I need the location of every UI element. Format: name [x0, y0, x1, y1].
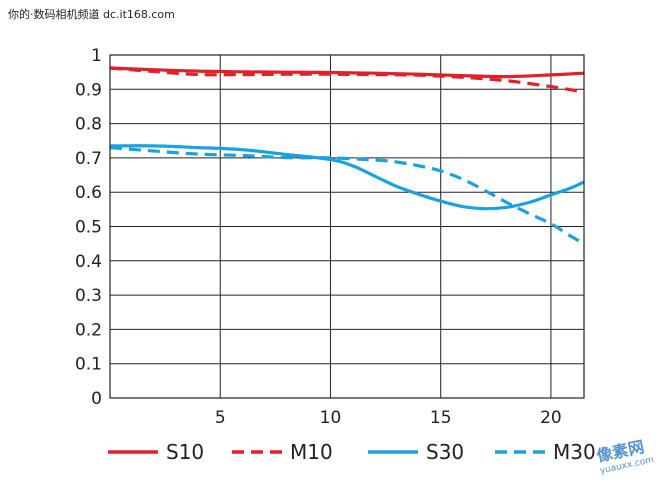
- legend-label-m10: M10: [290, 440, 333, 464]
- y-tick-label: 0.1: [75, 355, 102, 375]
- y-tick-label: 1: [91, 46, 102, 66]
- series-line-m30: [109, 146, 585, 246]
- site-header: 你的·数码相机频道 dc.it168.com: [8, 8, 175, 21]
- series-line-s30: [109, 144, 585, 211]
- series-line-s10: [109, 66, 585, 79]
- y-tick-label: 0.9: [75, 80, 102, 100]
- y-tick-label: 0.2: [75, 320, 102, 340]
- legend-label-s30: S30: [426, 440, 464, 464]
- y-tick-label: 0.5: [75, 218, 102, 238]
- series-lines: [109, 66, 585, 246]
- y-tick-label: 0.6: [75, 183, 102, 203]
- series-line-m10: [109, 66, 585, 94]
- x-tick-label: 20: [540, 408, 562, 428]
- y-tick-label: 0.4: [75, 252, 102, 272]
- y-tick-label: 0.8: [75, 115, 102, 135]
- y-tick-label: 0.3: [75, 286, 102, 306]
- plot-frame: [109, 54, 585, 399]
- legend-label-m30: M30: [553, 440, 596, 464]
- x-tick-label: 5: [215, 408, 226, 428]
- tick-labels: 00.10.20.30.40.50.60.70.80.915 10 15 20: [75, 46, 562, 428]
- x-tick-label: 10: [320, 408, 342, 428]
- y-tick-label: 0.7: [75, 149, 102, 169]
- legend: S10 M10 S30 M30: [108, 440, 596, 464]
- y-tick-label: 0: [91, 389, 102, 409]
- grid: [110, 54, 584, 399]
- legend-label-s10: S10: [166, 440, 204, 464]
- x-tick-label: 15: [430, 408, 452, 428]
- axes: [109, 54, 585, 399]
